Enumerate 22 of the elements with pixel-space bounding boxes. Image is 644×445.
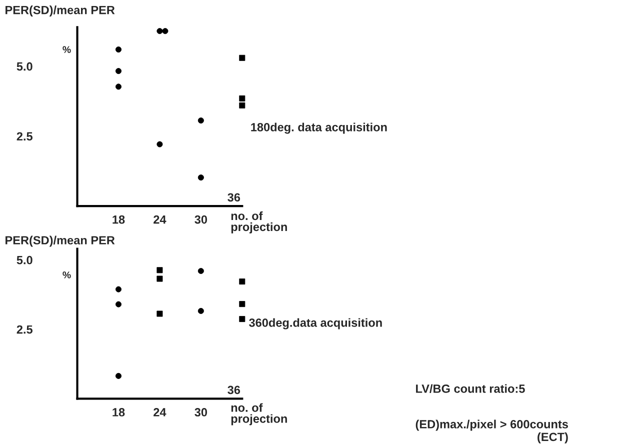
text: %: [62, 46, 71, 53]
y-tick-label: 5.0: [16, 62, 32, 71]
annotation: 36: [228, 386, 240, 394]
y-axis-title: PER(SD)/mean PER: [6, 236, 115, 247]
x-axis-title: no. of projection: [231, 403, 287, 426]
text: 180deg. data acquisition: [251, 122, 387, 134]
y-tick-label: 2.5: [16, 325, 33, 334]
text: %: [62, 272, 71, 278]
x-tick-label: 18: [112, 408, 125, 416]
text: LV/BG count ratio:5: [416, 384, 525, 394]
y-tick-label: 2.5: [16, 132, 33, 141]
text: 360deg.data acquisition: [249, 318, 382, 330]
annotation: 36: [228, 193, 240, 202]
x-tick-label: 30: [194, 215, 208, 224]
x-tick-label: 24: [154, 408, 166, 416]
x-axis-title: no. of projection: [231, 211, 287, 234]
x-tick-label: 24: [154, 215, 166, 224]
x-tick-label: 18: [112, 215, 125, 224]
y-tick-label: 5.0: [16, 256, 32, 264]
y-axis-title: PER(SD)/mean PER: [6, 6, 115, 17]
text: (ED)max./pixel > 600counts (ECT): [416, 420, 568, 444]
x-tick-label: 30: [194, 408, 208, 416]
